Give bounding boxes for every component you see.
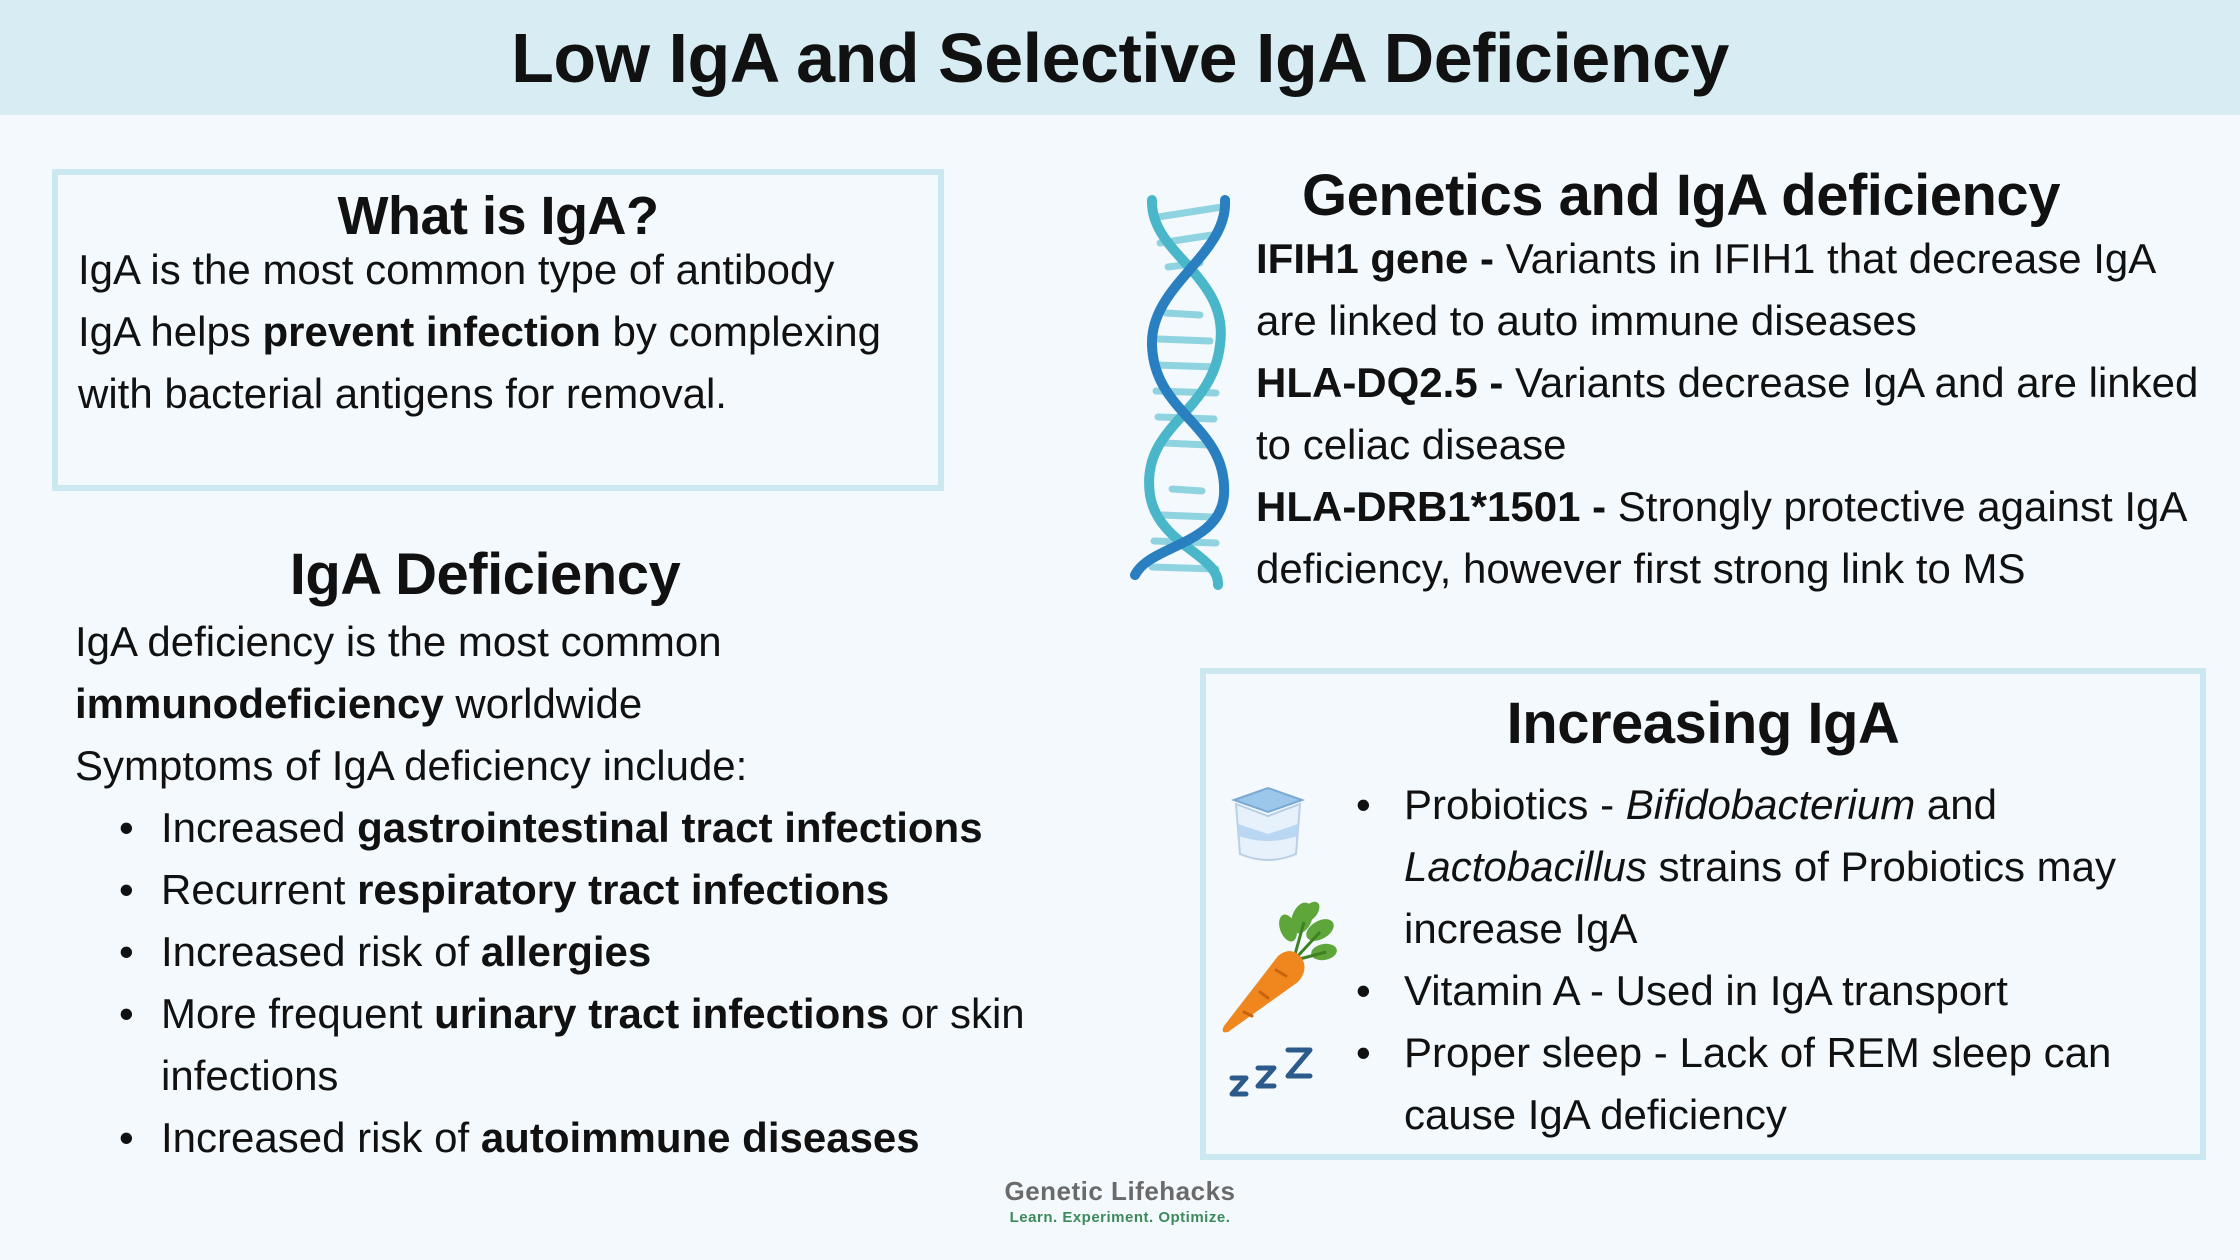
bold-text: respiratory tract infections bbox=[357, 866, 890, 913]
what-is-iga-line: IgA is the most common type of antibody bbox=[78, 246, 835, 293]
bullet: • bbox=[119, 866, 134, 913]
bold-text: prevent infection bbox=[262, 308, 601, 355]
gene-description: Variants in IFIH1 that decrease IgA are … bbox=[1256, 235, 2154, 344]
symptom-item: • Increased risk of allergies bbox=[75, 921, 1035, 983]
deficiency-line: IgA deficiency is the most common bbox=[75, 618, 722, 665]
bold-text: gastrointestinal tract infections bbox=[357, 804, 983, 851]
increase-item-vitamin-a: • Vitamin A - Used in IgA transport bbox=[1356, 960, 2196, 1022]
what-is-iga-title: What is IgA? bbox=[337, 186, 659, 246]
bullet: • bbox=[119, 1114, 134, 1161]
symptom-list: • Increased gastrointestinal tract infect… bbox=[75, 797, 1035, 1169]
text-span: IgA helps bbox=[78, 308, 263, 355]
deficiency-line: Symptoms of IgA deficiency include: bbox=[75, 742, 748, 789]
genetic-lifehacks-logo: Genetic Lifehacks Learn. Experiment. Opt… bbox=[0, 1176, 2240, 1226]
increasing-iga-box: Increasing IgA bbox=[1200, 668, 2206, 1160]
text-span: More frequent bbox=[161, 990, 435, 1037]
text-span: Increased risk of bbox=[161, 928, 481, 975]
increasing-iga-title: Increasing IgA bbox=[1506, 691, 1900, 756]
page-title: Low IgA and Selective IgA Deficiency bbox=[511, 18, 1729, 97]
what-is-iga-text: IgA is the most common type of antibody … bbox=[58, 239, 938, 425]
bullet: • bbox=[1356, 967, 1371, 1014]
text-span: Proper sleep - Lack of REM sleep can cau… bbox=[1404, 1029, 2112, 1138]
text-span: Probiotics - bbox=[1404, 781, 1626, 828]
genetics-text: IFIH1 gene - Variants in IFIH1 that decr… bbox=[1256, 228, 2216, 600]
what-is-iga-line: IgA helps prevent infection by complexin… bbox=[78, 301, 938, 363]
bullet: • bbox=[1356, 1029, 1371, 1076]
bold-text: allergies bbox=[480, 928, 652, 975]
increasing-iga-list: • Probiotics - Bifidobacterium and Lactob… bbox=[1356, 774, 2196, 1146]
bullet: • bbox=[119, 990, 134, 1037]
logo-brand: Genetic Lifehacks bbox=[1004, 1176, 1236, 1206]
genetics-item: IFIH1 gene - Variants in IFIH1 that decr… bbox=[1256, 228, 2216, 352]
bullet: • bbox=[1356, 781, 1371, 828]
text-span: or skin infections bbox=[161, 990, 1025, 1099]
gene-description: Variants decrease IgA and are linked to … bbox=[1256, 359, 2199, 468]
symptom-item: • Increased risk of autoimmune diseases bbox=[75, 1107, 1035, 1169]
bold-text: autoimmune diseases bbox=[480, 1114, 920, 1161]
iga-deficiency-title: IgA Deficiency bbox=[289, 542, 681, 607]
genetics-item: HLA-DRB1*1501 - Strongly protective agai… bbox=[1256, 476, 2216, 600]
text-span: strains of Probiotics may increase IgA bbox=[1404, 843, 2116, 952]
italic-text: Lactobacillus bbox=[1404, 843, 1647, 890]
page-header: Low IgA and Selective IgA Deficiency bbox=[0, 0, 2240, 115]
genetics-item: HLA-DQ2.5 - Variants decrease IgA and ar… bbox=[1256, 352, 2216, 476]
symptom-item: • More frequent urinary tract infections … bbox=[75, 983, 1035, 1107]
gene-name: HLA-DQ2.5 - bbox=[1256, 359, 1504, 406]
gene-name: IFIH1 gene - bbox=[1256, 235, 1495, 282]
bold-text: immunodeficiency bbox=[75, 680, 444, 727]
symptom-item: • Recurrent respiratory tract infections bbox=[75, 859, 1035, 921]
bullet: • bbox=[119, 928, 134, 975]
yogurt-cup-icon bbox=[1230, 786, 1306, 861]
italic-text: Bifidobacterium bbox=[1625, 781, 1916, 828]
what-is-iga-box: What is IgA? IgA is the most common type… bbox=[52, 169, 944, 491]
symptom-item: • Increased gastrointestinal tract infect… bbox=[75, 797, 1035, 859]
text-span: worldwide bbox=[443, 680, 643, 727]
what-is-iga-line: with bacterial antigens for removal. bbox=[78, 370, 727, 417]
iga-deficiency-text: IgA deficiency is the most common immuno… bbox=[75, 611, 1035, 1169]
text-span: Recurrent bbox=[161, 866, 358, 913]
deficiency-line: immunodeficiency worldwide bbox=[75, 673, 1035, 735]
iga-deficiency-section: IgA Deficiency IgA deficiency is the mos… bbox=[75, 535, 1035, 1169]
dna-helix-icon bbox=[1130, 195, 1231, 590]
text-span: and bbox=[1915, 781, 1997, 828]
carrot-icon bbox=[1222, 901, 1337, 1033]
genetics-section: Genetics and IgA deficiency IFIH1 gene -… bbox=[1256, 160, 2216, 600]
text-span: Increased bbox=[161, 804, 358, 851]
increase-item-probiotics: • Probiotics - Bifidobacterium and Lactob… bbox=[1356, 774, 2196, 960]
genetics-title: Genetics and IgA deficiency bbox=[1302, 163, 2060, 228]
text-span: Vitamin A - Used in IgA transport bbox=[1404, 967, 2008, 1014]
text-span: by complexing bbox=[600, 308, 881, 355]
bold-text: urinary tract infections bbox=[434, 990, 890, 1037]
sleep-zzz-icon bbox=[1229, 1047, 1313, 1097]
bullet: • bbox=[119, 804, 134, 851]
gene-name: HLA-DRB1*1501 - bbox=[1256, 483, 1607, 530]
gene-description: Strongly protective against IgA deficien… bbox=[1256, 483, 2186, 592]
logo-tagline: Learn. Experiment. Optimize. bbox=[1009, 1209, 1231, 1226]
increase-item-sleep: • Proper sleep - Lack of REM sleep can ca… bbox=[1356, 1022, 2196, 1146]
text-span: Increased risk of bbox=[161, 1114, 481, 1161]
